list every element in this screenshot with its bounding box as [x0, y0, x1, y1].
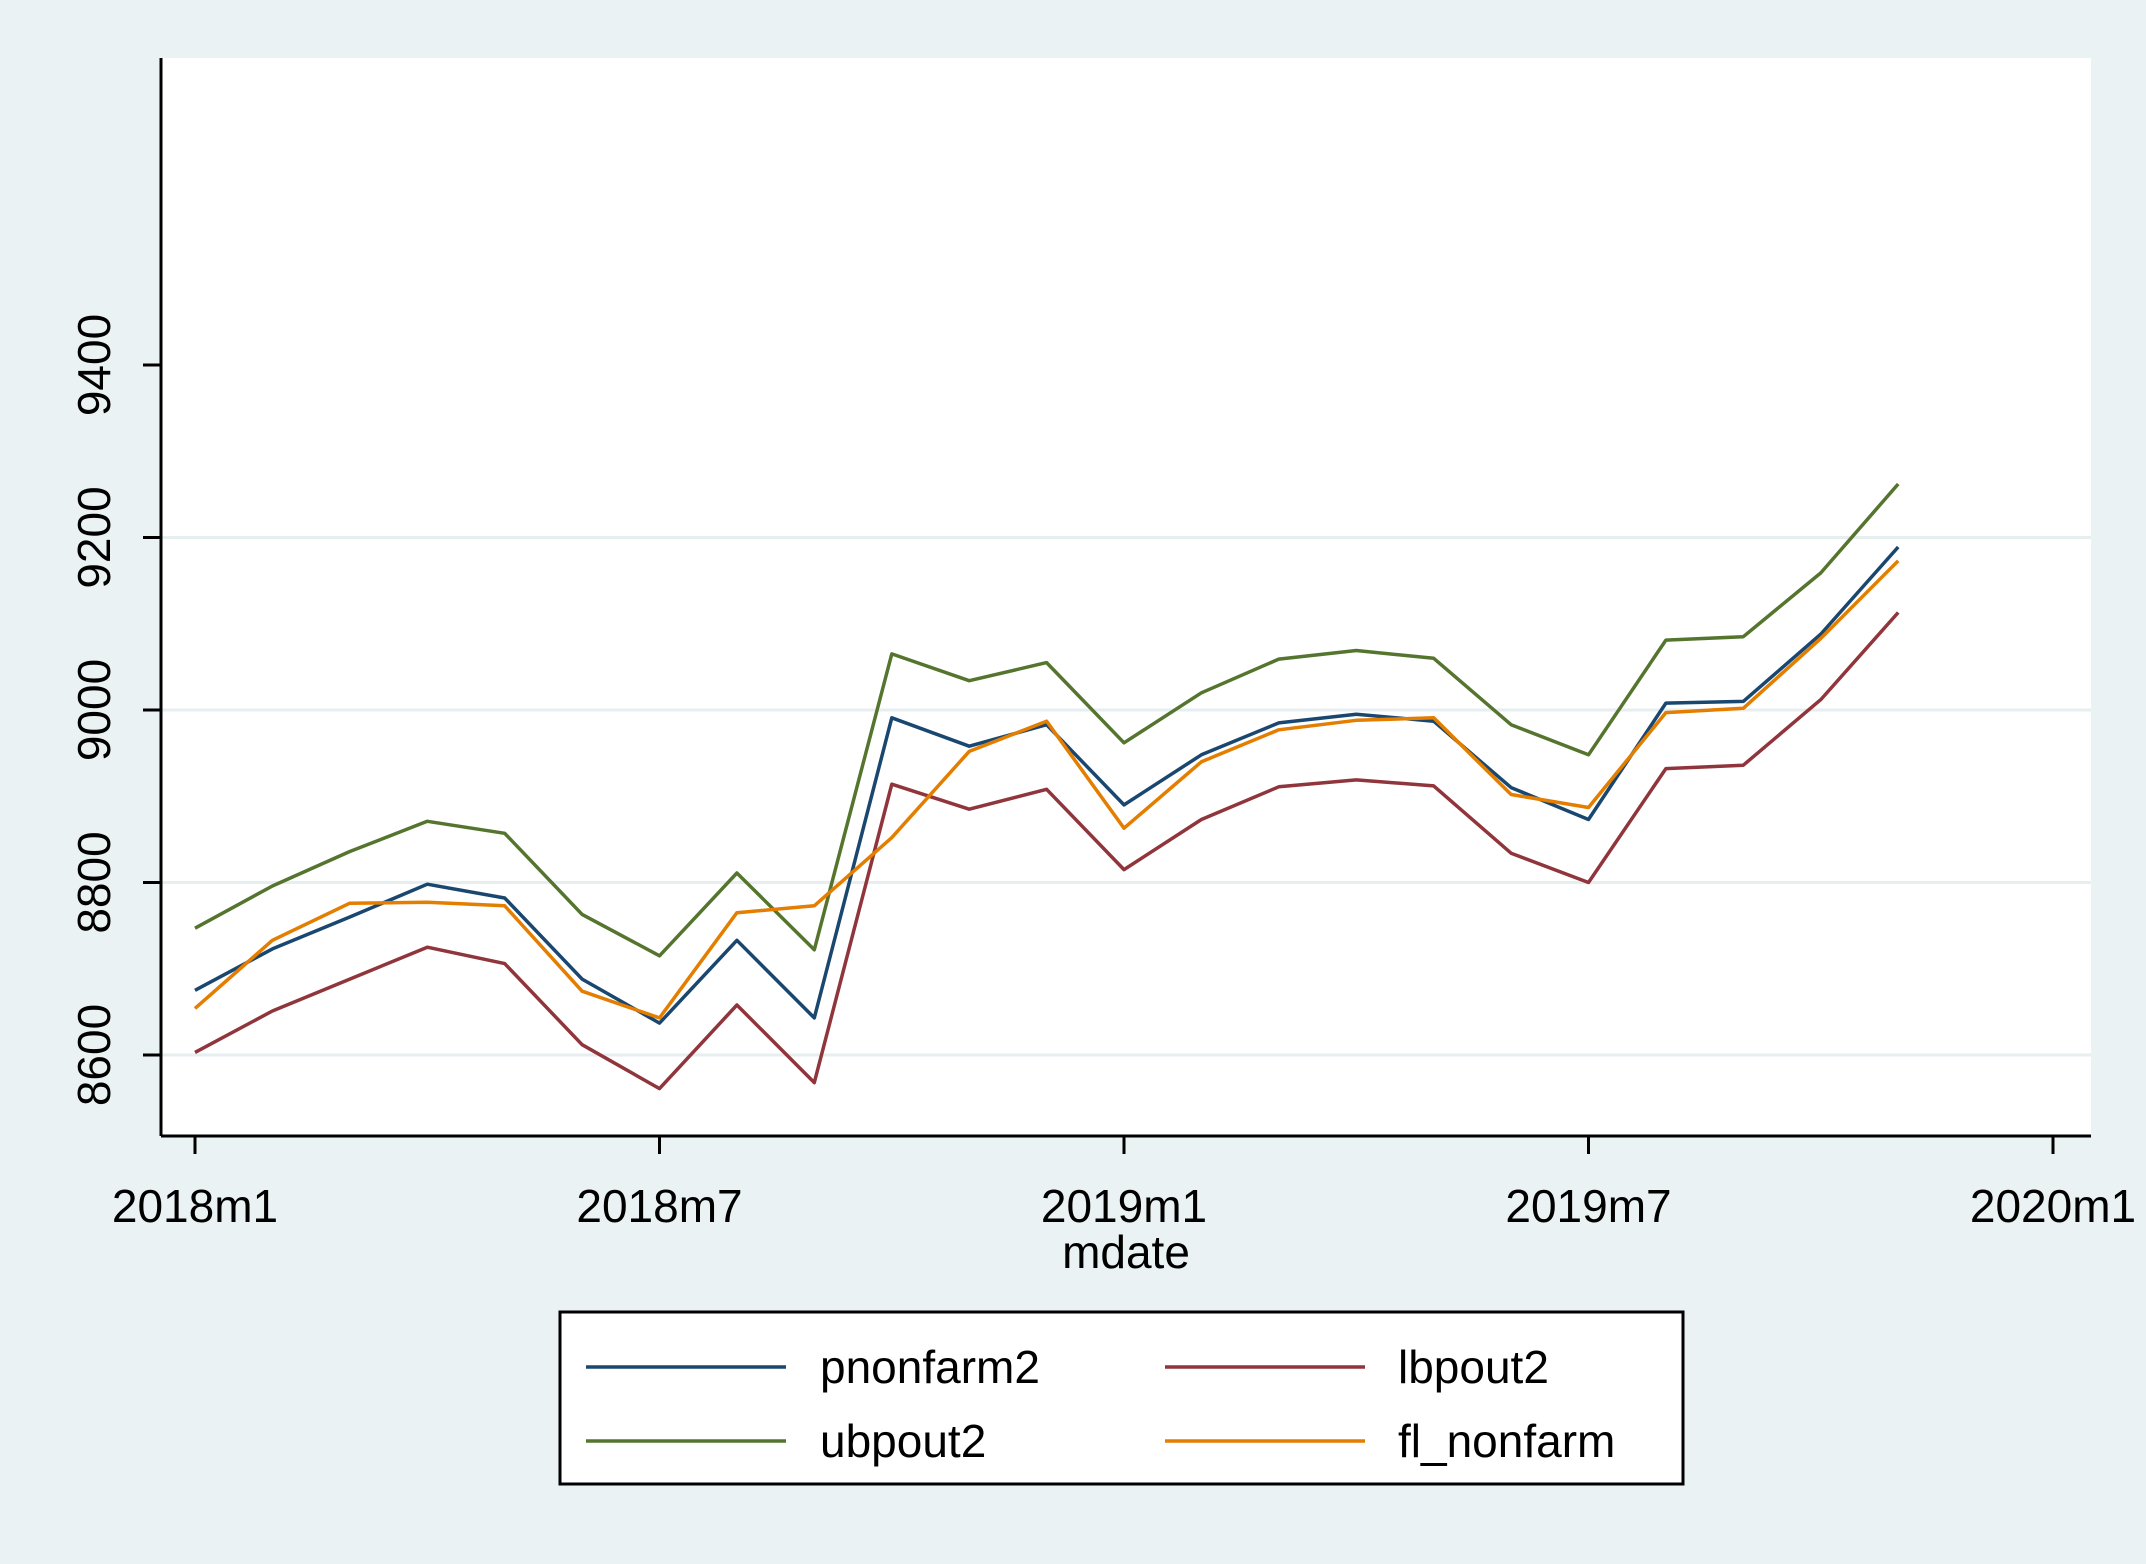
- legend-box: [558, 1310, 1685, 1486]
- series-lines: [193, 482, 1900, 1091]
- x-tick-label: 2020m1: [1970, 1180, 2136, 1232]
- x-tick-label: 2019m7: [1505, 1180, 1671, 1232]
- x-axis-label: mdate: [1062, 1226, 1190, 1278]
- x-tick-label: 2018m1: [112, 1180, 278, 1232]
- series-line-ubpout2: [194, 482, 1900, 958]
- series-line-lbpout2: [194, 611, 1900, 1091]
- legend-item: pnonfarm2: [586, 1341, 1040, 1393]
- y-tick-label: 8800: [68, 831, 120, 933]
- x-tick-label: 2018m7: [576, 1180, 742, 1232]
- x-tick-label: 2019m1: [1041, 1180, 1207, 1232]
- series-line-fl-nonfarm: [193, 559, 1900, 1020]
- y-tick-label: 9200: [68, 486, 120, 588]
- y-tick-label: 8600: [68, 1004, 120, 1106]
- gridlines: [161, 536, 2091, 1057]
- legend-label: pnonfarm2: [820, 1341, 1040, 1393]
- legend-label: ubpout2: [820, 1415, 986, 1467]
- legend-item: ubpout2: [586, 1415, 986, 1467]
- legend-item: fl_nonfarm: [1165, 1415, 1615, 1467]
- axes: 8600 8800 9000 9200 9400 2018m1 2018m7 2019m1 20…: [68, 58, 2136, 1232]
- legend: pnonfarm2 lbpout2 ubpout2 fl_nonfarm: [558, 1310, 1685, 1486]
- legend-item: lbpout2: [1165, 1341, 1549, 1393]
- series-line-pnonfarm2: [194, 545, 1900, 1025]
- y-tick-label: 9000: [68, 659, 120, 761]
- y-tick-label: 9400: [68, 314, 120, 416]
- plot-area: [161, 58, 2091, 1136]
- legend-label: fl_nonfarm: [1398, 1415, 1615, 1467]
- legend-label: lbpout2: [1398, 1341, 1549, 1393]
